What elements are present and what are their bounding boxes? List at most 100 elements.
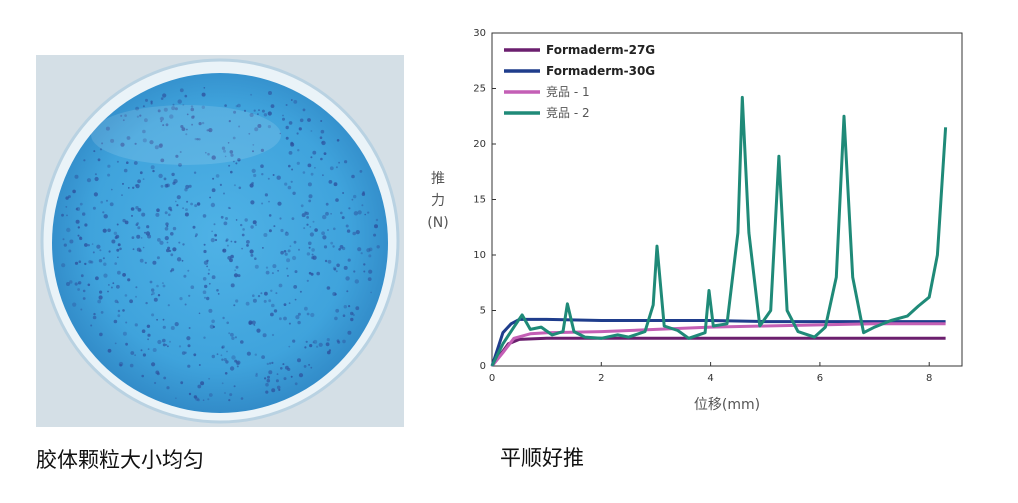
colony-dot xyxy=(288,151,293,155)
colony-dot xyxy=(184,351,187,354)
colony-dot xyxy=(361,204,364,207)
colony-dot xyxy=(222,248,227,253)
colony-dot xyxy=(312,220,315,223)
colony-dot xyxy=(283,316,287,321)
colony-dot xyxy=(167,304,170,307)
colony-dot xyxy=(94,173,97,176)
colony-dot xyxy=(360,252,363,255)
colony-dot xyxy=(290,180,293,183)
colony-dot xyxy=(296,132,299,135)
colony-dot xyxy=(194,137,197,141)
colony-dot xyxy=(241,233,245,237)
colony-dot xyxy=(225,217,228,220)
colony-dot xyxy=(103,262,107,266)
colony-dot xyxy=(196,202,201,206)
colony-dot xyxy=(202,399,205,402)
colony-dot xyxy=(186,128,188,131)
colony-dot xyxy=(285,104,288,106)
colony-dot xyxy=(166,183,170,188)
colony-dot xyxy=(149,280,153,284)
colony-dot xyxy=(233,184,236,187)
colony-dot xyxy=(78,260,82,263)
colony-dot xyxy=(224,372,228,375)
y-tick-label: 10 xyxy=(473,250,486,261)
colony-dot xyxy=(220,354,223,357)
colony-dot xyxy=(113,319,118,324)
y-axis-label-part: 推 xyxy=(431,171,445,187)
colony-dot xyxy=(267,375,270,379)
colony-dot xyxy=(151,362,156,367)
colony-dot xyxy=(213,223,216,226)
colony-dot xyxy=(235,219,238,221)
colony-dot xyxy=(323,152,327,155)
colony-dot xyxy=(288,121,293,125)
colony-dot xyxy=(235,105,238,108)
colony-dot xyxy=(162,124,165,127)
colony-dot xyxy=(136,247,141,252)
colony-dot xyxy=(367,211,370,214)
colony-dot xyxy=(120,142,125,147)
colony-dot xyxy=(184,303,187,306)
colony-dot xyxy=(165,222,169,226)
colony-dot xyxy=(195,233,198,236)
colony-dot xyxy=(142,129,146,134)
colony-dot xyxy=(311,248,315,252)
colony-dot xyxy=(236,365,239,368)
colony-dot xyxy=(308,271,312,275)
colony-dot xyxy=(135,295,137,298)
colony-dot xyxy=(285,365,289,370)
colony-dot xyxy=(119,247,122,251)
colony-dot xyxy=(352,231,357,236)
colony-dot xyxy=(282,117,285,121)
colony-dot xyxy=(321,231,325,236)
colony-dot xyxy=(355,230,360,235)
colony-dot xyxy=(156,208,160,212)
colony-dot xyxy=(208,282,211,285)
colony-dot xyxy=(299,290,302,293)
colony-dot xyxy=(93,312,96,316)
colony-dot xyxy=(156,256,160,260)
colony-dot xyxy=(327,259,332,264)
colony-dot xyxy=(144,118,148,123)
colony-dot xyxy=(342,314,346,318)
colony-dot xyxy=(141,212,146,217)
colony-dot xyxy=(137,226,141,230)
colony-dot xyxy=(65,196,69,200)
colony-dot xyxy=(169,209,173,212)
colony-dot xyxy=(97,158,101,162)
colony-dot xyxy=(90,324,93,327)
colony-dot xyxy=(330,241,334,245)
colony-dot xyxy=(146,225,150,229)
colony-dot xyxy=(109,202,114,207)
colony-dot xyxy=(253,324,256,326)
colony-dot xyxy=(154,145,159,150)
colony-dot xyxy=(327,350,331,355)
colony-dot xyxy=(157,294,161,297)
colony-dot xyxy=(142,105,145,108)
colony-dot xyxy=(253,109,256,112)
colony-dot xyxy=(163,107,168,112)
colony-dot xyxy=(122,119,125,122)
colony-dot xyxy=(338,248,341,251)
colony-dot xyxy=(105,126,110,131)
colony-dot xyxy=(77,234,80,237)
dish-medium xyxy=(52,73,388,413)
colony-dot xyxy=(345,276,350,281)
colony-dot xyxy=(162,343,166,347)
colony-dot xyxy=(118,361,124,367)
colony-dot xyxy=(107,164,111,168)
colony-dot xyxy=(156,284,159,288)
colony-dot xyxy=(99,290,103,294)
colony-dot xyxy=(310,130,313,132)
colony-dot xyxy=(172,226,177,231)
colony-dot xyxy=(235,162,238,165)
colony-dot xyxy=(160,158,165,163)
colony-dot xyxy=(238,186,242,190)
colony-dot xyxy=(190,105,194,108)
colony-dot xyxy=(227,256,232,260)
colony-dot xyxy=(338,161,340,164)
colony-dot xyxy=(201,105,205,109)
colony-dot xyxy=(135,206,139,210)
colony-dot xyxy=(185,208,188,212)
y-tick-label: 25 xyxy=(473,84,486,95)
